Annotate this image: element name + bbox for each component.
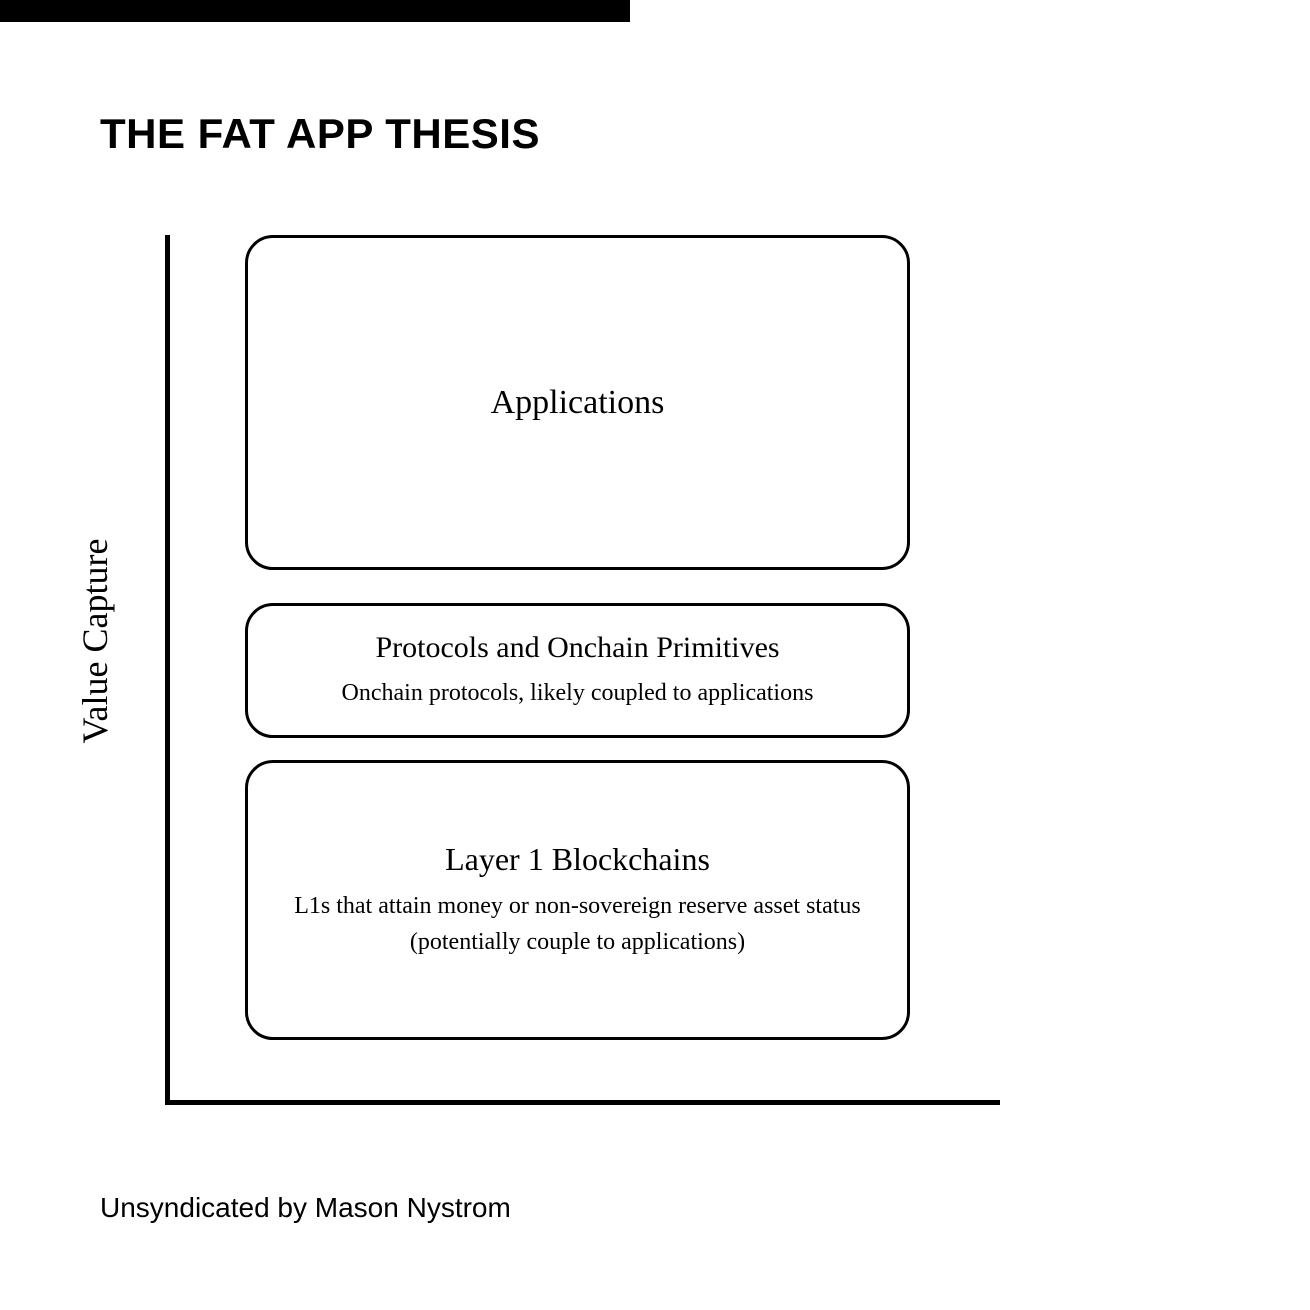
box-title-protocols: Protocols and Onchain Primitives xyxy=(375,631,779,665)
y-axis xyxy=(165,235,170,1105)
y-axis-label: Value Capture xyxy=(74,521,116,761)
box-applications: Applications xyxy=(245,235,910,570)
top-bar xyxy=(0,0,630,22)
box-subtitle-protocols: Onchain protocols, likely coupled to app… xyxy=(342,675,814,711)
credit-line: Unsyndicated by Mason Nystrom xyxy=(100,1192,511,1224)
page-title: THE FAT APP THESIS xyxy=(100,110,540,158)
x-axis xyxy=(165,1100,1000,1105)
box-protocols: Protocols and Onchain Primitives Onchain … xyxy=(245,603,910,738)
box-subtitle-layer1: L1s that attain money or non-sovereign r… xyxy=(288,888,867,960)
box-layer1: Layer 1 Blockchains L1s that attain money… xyxy=(245,760,910,1040)
box-title-applications: Applications xyxy=(491,384,665,422)
box-title-layer1: Layer 1 Blockchains xyxy=(445,841,710,878)
